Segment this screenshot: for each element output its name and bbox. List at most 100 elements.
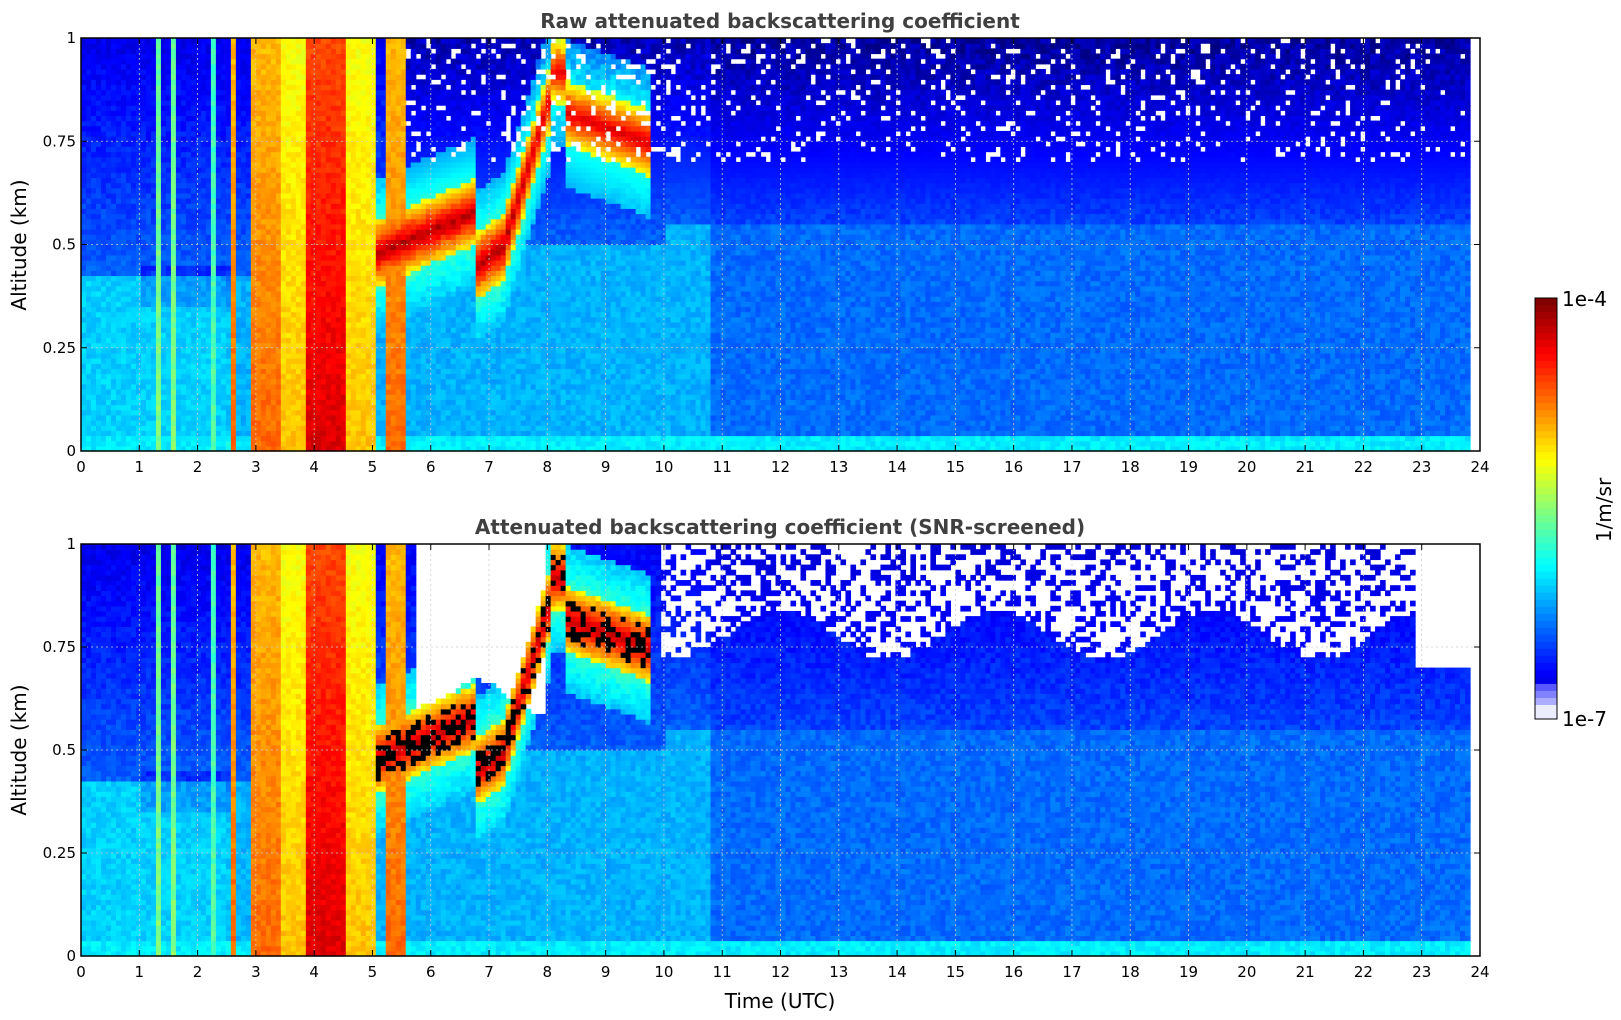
heatmap-cell [331, 379, 337, 385]
heatmap-cell [151, 368, 157, 374]
heatmap-cell [91, 270, 97, 276]
heatmap-cell [341, 410, 347, 416]
heatmap-cell [341, 296, 347, 302]
heatmap-cell [246, 265, 252, 271]
heatmap-cell [301, 219, 307, 225]
heatmap-cell [246, 358, 252, 364]
heatmap-cell [371, 43, 377, 49]
heatmap-cell [166, 198, 172, 204]
heatmap-cell [301, 394, 307, 400]
heatmap-cell [311, 214, 317, 220]
heatmap-cell [371, 425, 377, 431]
heatmap-cell [321, 322, 327, 328]
heatmap-cell [136, 425, 142, 431]
heatmap-cell [311, 152, 317, 158]
heatmap-cell [346, 353, 352, 359]
heatmap-cell [306, 374, 312, 380]
heatmap-cell [126, 141, 132, 147]
heatmap-cell [301, 64, 307, 70]
heatmap-cell [296, 286, 302, 292]
heatmap-cell [191, 105, 197, 111]
heatmap-cell [371, 306, 377, 312]
heatmap-cell [206, 379, 212, 385]
heatmap-cell [311, 255, 317, 261]
heatmap-cell [291, 193, 297, 199]
heatmap-cell [361, 250, 367, 256]
heatmap-cell [216, 229, 222, 235]
heatmap-cell [236, 183, 242, 189]
heatmap-cell [291, 53, 297, 59]
heatmap-cell [91, 275, 97, 281]
heatmap-cell [261, 162, 267, 168]
heatmap-cell [221, 306, 227, 312]
heatmap-cell [176, 84, 182, 90]
heatmap-cell [156, 245, 162, 251]
heatmap-cell [391, 317, 397, 323]
heatmap-cell [146, 183, 152, 189]
heatmap-cell [311, 48, 317, 54]
heatmap-cell [166, 410, 172, 416]
heatmap-cell [136, 374, 142, 380]
heatmap-cell [141, 270, 147, 276]
heatmap-cell [291, 281, 297, 287]
heatmap-cell [181, 296, 187, 302]
heatmap-cell [361, 131, 367, 137]
heatmap-cell [266, 100, 272, 106]
heatmap-cell [111, 131, 117, 137]
heatmap-cell [326, 410, 332, 416]
heatmap-cell [86, 126, 92, 132]
heatmap-cell [276, 48, 282, 54]
heatmap-cell [186, 172, 192, 178]
heatmap-cell [361, 291, 367, 297]
heatmap-cell [256, 291, 262, 297]
heatmap-cell [391, 384, 397, 390]
heatmap-cell [106, 363, 112, 369]
heatmap-cell [336, 265, 342, 271]
heatmap-cell [366, 425, 372, 431]
heatmap-cell [221, 410, 227, 416]
heatmap-cell [201, 115, 207, 121]
heatmap-cell [81, 317, 87, 323]
heatmap-cell [211, 177, 217, 183]
heatmap-cell [151, 322, 157, 328]
heatmap-cell [286, 312, 292, 318]
heatmap-cell [141, 59, 147, 65]
heatmap-cell [321, 64, 327, 70]
heatmap-cell [286, 214, 292, 220]
heatmap-cell [361, 183, 367, 189]
heatmap-cell [316, 167, 322, 173]
heatmap-cell [341, 286, 347, 292]
heatmap-cell [361, 234, 367, 240]
heatmap-cell [116, 198, 122, 204]
heatmap-cell [171, 146, 177, 152]
heatmap-cell [86, 394, 92, 400]
heatmap-cell [211, 363, 217, 369]
heatmap-cell [366, 245, 372, 251]
heatmap-cell [236, 121, 242, 127]
heatmap-cell [101, 405, 107, 411]
heatmap-cell [316, 229, 322, 235]
heatmap-cell [386, 327, 392, 333]
heatmap-cell [371, 193, 377, 199]
heatmap-cell [276, 306, 282, 312]
heatmap-cell [91, 43, 97, 49]
heatmap-cell [86, 84, 92, 90]
heatmap-cell [256, 214, 262, 220]
heatmap-cell [316, 69, 322, 75]
heatmap-cell [161, 405, 167, 411]
heatmap-cell [186, 255, 192, 261]
heatmap-cell [186, 245, 192, 251]
heatmap-cell [201, 198, 207, 204]
heatmap-cell [391, 441, 397, 447]
heatmap-cell [266, 384, 272, 390]
heatmap-cell [281, 363, 287, 369]
heatmap-cell [91, 436, 97, 442]
heatmap-cell [366, 374, 372, 380]
heatmap-cell [206, 374, 212, 380]
heatmap-cell [126, 224, 132, 230]
heatmap-cell [156, 48, 162, 54]
heatmap-cell [341, 389, 347, 395]
heatmap-cell [106, 167, 112, 173]
heatmap-cell [336, 379, 342, 385]
heatmap-cell [271, 167, 277, 173]
